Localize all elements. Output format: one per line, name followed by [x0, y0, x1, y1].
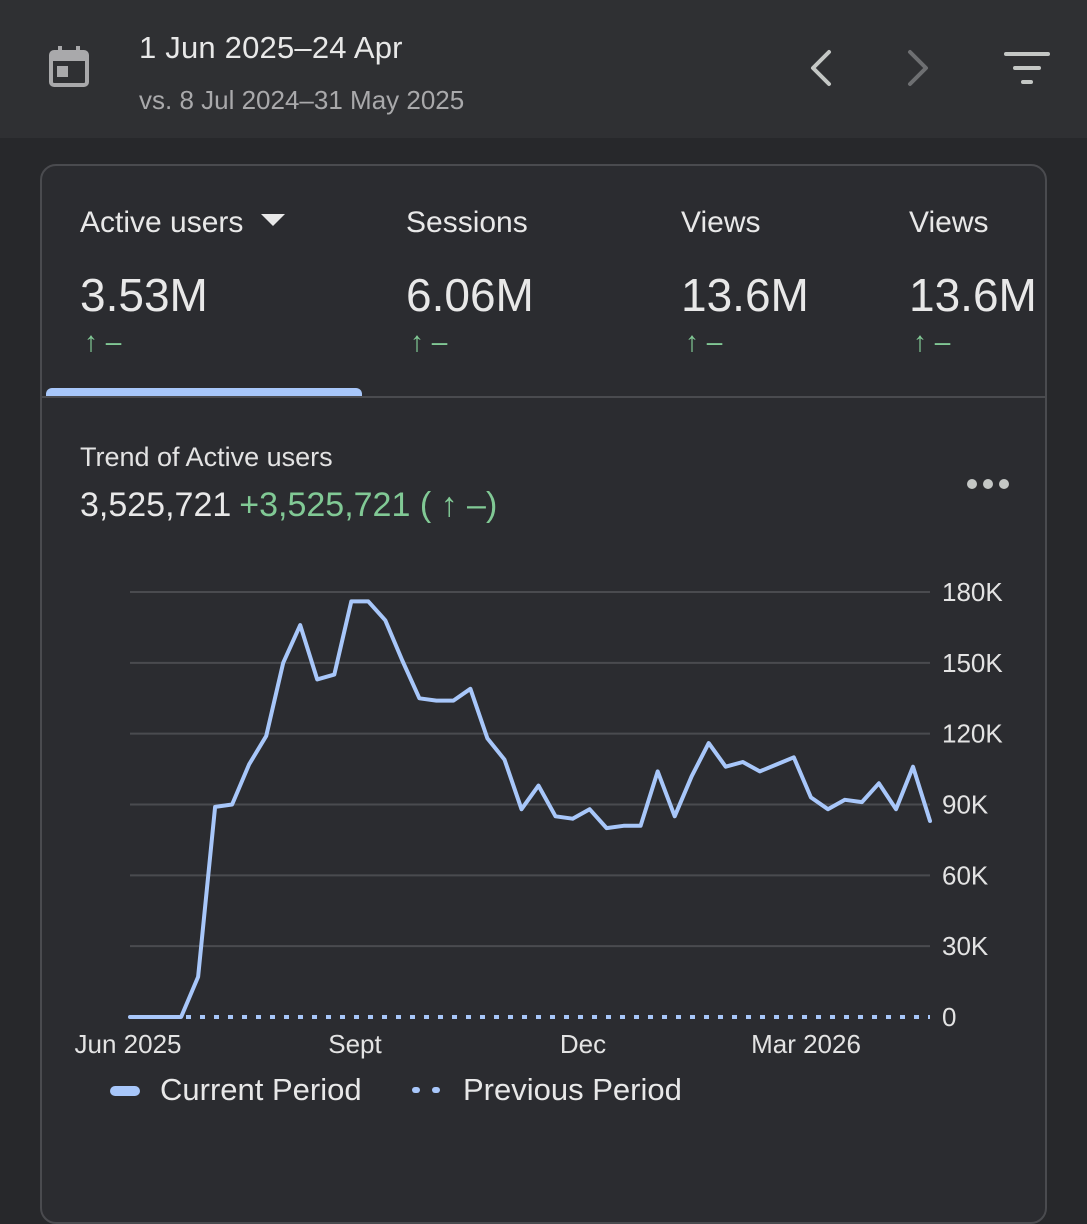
legend-current-swatch: [110, 1086, 140, 1096]
y-tick-label: 180K: [942, 577, 1003, 607]
legend-previous-swatch: [412, 1087, 440, 1093]
x-tick-label: Dec: [560, 1029, 606, 1059]
legend-current-label[interactable]: Current Period: [160, 1072, 362, 1107]
metric-change: ↑ –: [913, 326, 951, 357]
date-range-label[interactable]: 1 Jun 2025–24 Apr: [139, 30, 403, 65]
metric-label: Active users: [80, 206, 286, 240]
metric-label: Sessions: [406, 206, 528, 239]
metrics-card: Active users 3.53M ↑ – Sessions 6.06M ↑ …: [40, 164, 1047, 1224]
tab-divider: [42, 396, 1045, 398]
y-tick-label: 60K: [942, 860, 989, 890]
date-range-header: 1 Jun 2025–24 Apr vs. 8 Jul 2024–31 May …: [0, 0, 1087, 138]
selected-tab-indicator: [46, 388, 362, 396]
y-tick-label: 90K: [942, 790, 989, 820]
metric-value: 13.6M: [909, 269, 1037, 321]
metric-label: Views: [681, 206, 761, 239]
trend-total-value: 3,525,721: [80, 486, 232, 524]
metric-tab-views-2[interactable]: Views 13.6M ↑ –: [909, 206, 1037, 357]
y-tick-label: 120K: [942, 719, 1003, 749]
legend-previous-label[interactable]: Previous Period: [463, 1072, 682, 1107]
chevron-right-icon[interactable]: [900, 48, 936, 88]
more-options-icon[interactable]: [966, 472, 1010, 496]
metric-tab-sessions[interactable]: Sessions 6.06M ↑ –: [406, 206, 534, 357]
metric-change: ↑ –: [685, 326, 723, 357]
trend-delta: +3,525,721 ( ↑ –): [239, 486, 498, 524]
metric-tab-views[interactable]: Views 13.6M ↑ –: [681, 206, 809, 357]
y-tick-label: 30K: [942, 931, 989, 961]
metric-change: ↑ –: [84, 326, 122, 357]
x-tick-label: Sept: [328, 1029, 382, 1059]
calendar-icon[interactable]: [48, 45, 90, 89]
metric-value: 6.06M: [406, 269, 534, 321]
trend-total: 3,525,721 +3,525,721 ( ↑ –): [80, 486, 497, 525]
compare-range-label[interactable]: vs. 8 Jul 2024–31 May 2025: [139, 85, 465, 115]
y-tick-label: 0: [942, 1002, 956, 1032]
metric-value: 13.6M: [681, 269, 809, 321]
caret-down-icon[interactable]: [261, 214, 286, 227]
trend-title: Trend of Active users: [80, 442, 333, 472]
x-tick-label: Jun 2025: [75, 1029, 182, 1059]
chevron-left-icon[interactable]: [803, 48, 839, 88]
metric-label: Views: [909, 206, 989, 239]
metric-value: 3.53M: [80, 269, 208, 321]
filter-icon[interactable]: [1002, 50, 1052, 86]
y-tick-label: 150K: [942, 648, 1003, 678]
metric-tab-active-users[interactable]: Active users 3.53M ↑ –: [80, 206, 286, 357]
current-period-line: [128, 599, 932, 1019]
active-users-line-chart[interactable]: 0 30K 60K 90K 120K 150K 180K Jun 2025 Sept Dec Mar…: [42, 166, 1045, 1066]
x-tick-label: Mar 2026: [751, 1029, 861, 1059]
metric-change: ↑ –: [410, 326, 448, 357]
